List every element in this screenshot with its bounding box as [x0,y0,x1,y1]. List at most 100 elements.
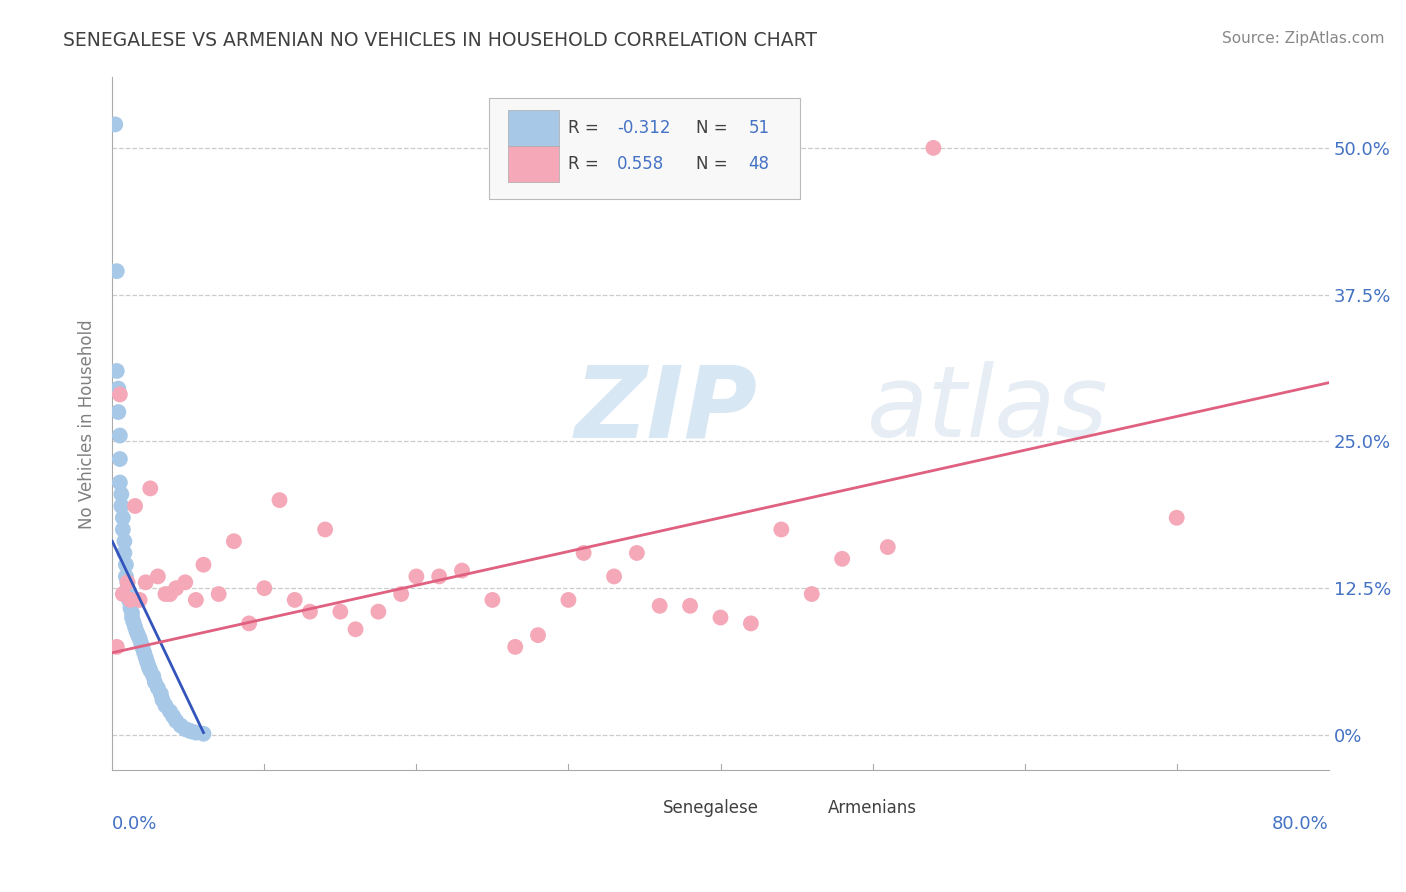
Point [108,387,131,401]
Point [121,610,143,624]
Point [108,428,131,442]
Point [128,593,150,607]
Point [135,575,157,590]
Point [193,727,215,741]
Point [831,551,853,566]
Point [405,569,427,583]
Point [527,628,550,642]
Point [603,569,626,583]
Point [174,722,197,736]
Point [162,709,184,723]
Point [709,610,731,624]
Point [117,581,139,595]
Point [117,575,139,590]
Point [298,605,321,619]
Point [107,405,129,419]
Point [152,692,174,706]
Point [770,523,793,537]
Text: Senegalese: Senegalese [664,799,759,817]
Point [122,615,145,630]
Text: Armenians: Armenians [828,799,917,817]
FancyBboxPatch shape [508,146,558,182]
Text: Source: ZipAtlas.com: Source: ZipAtlas.com [1222,31,1385,46]
Point [155,698,177,713]
Point [118,593,141,607]
Point [149,687,172,701]
Text: 0.558: 0.558 [617,155,665,173]
Point [142,669,165,683]
Point [329,605,352,619]
Point [269,493,291,508]
Point [184,593,207,607]
Point [138,660,160,674]
Point [139,482,162,496]
Point [124,499,146,513]
Point [159,587,181,601]
Text: -0.312: -0.312 [617,119,671,137]
Text: R =: R = [568,119,599,137]
Point [111,523,134,537]
Point [110,487,132,501]
FancyBboxPatch shape [779,797,823,820]
Point [922,141,945,155]
Point [136,655,159,669]
Point [165,581,187,595]
Point [180,724,202,739]
Text: N =: N = [696,155,728,173]
Point [557,593,579,607]
Text: N =: N = [696,119,728,137]
Point [105,264,128,278]
Point [110,499,132,513]
Point [143,675,166,690]
Point [134,646,156,660]
Point [451,564,474,578]
Point [112,546,135,560]
Point [127,628,149,642]
Point [111,587,134,601]
Point [118,587,141,601]
Point [184,725,207,739]
Text: 80.0%: 80.0% [1272,814,1329,833]
Point [367,605,389,619]
Point [108,475,131,490]
Point [108,452,131,467]
Point [284,593,307,607]
Point [115,558,138,572]
Point [117,575,139,590]
Point [170,718,193,732]
Point [165,714,187,728]
Point [131,641,153,656]
Point [120,601,142,615]
Point [222,534,245,549]
Point [121,606,143,620]
Point [129,636,152,650]
Point [740,616,762,631]
Point [800,587,823,601]
FancyBboxPatch shape [489,98,800,199]
Point [125,624,148,639]
FancyBboxPatch shape [508,110,558,146]
Text: SENEGALESE VS ARMENIAN NO VEHICLES IN HOUSEHOLD CORRELATION CHART: SENEGALESE VS ARMENIAN NO VEHICLES IN HO… [63,31,817,50]
Point [107,382,129,396]
Point [314,523,336,537]
Point [135,650,157,665]
Point [105,640,128,654]
Text: ZIP: ZIP [575,361,758,458]
Point [503,640,526,654]
Point [481,593,503,607]
Point [120,597,142,611]
Text: R =: R = [568,155,599,173]
Text: 51: 51 [748,119,769,137]
Text: 0.0%: 0.0% [112,814,157,833]
Point [344,622,367,636]
Point [128,632,150,646]
Point [115,569,138,583]
Point [876,540,898,554]
Y-axis label: No Vehicles in Household: No Vehicles in Household [79,319,96,529]
Point [139,664,162,678]
Point [193,558,215,572]
Point [105,364,128,378]
Point [120,593,142,607]
Point [112,534,135,549]
Text: 48: 48 [748,155,769,173]
